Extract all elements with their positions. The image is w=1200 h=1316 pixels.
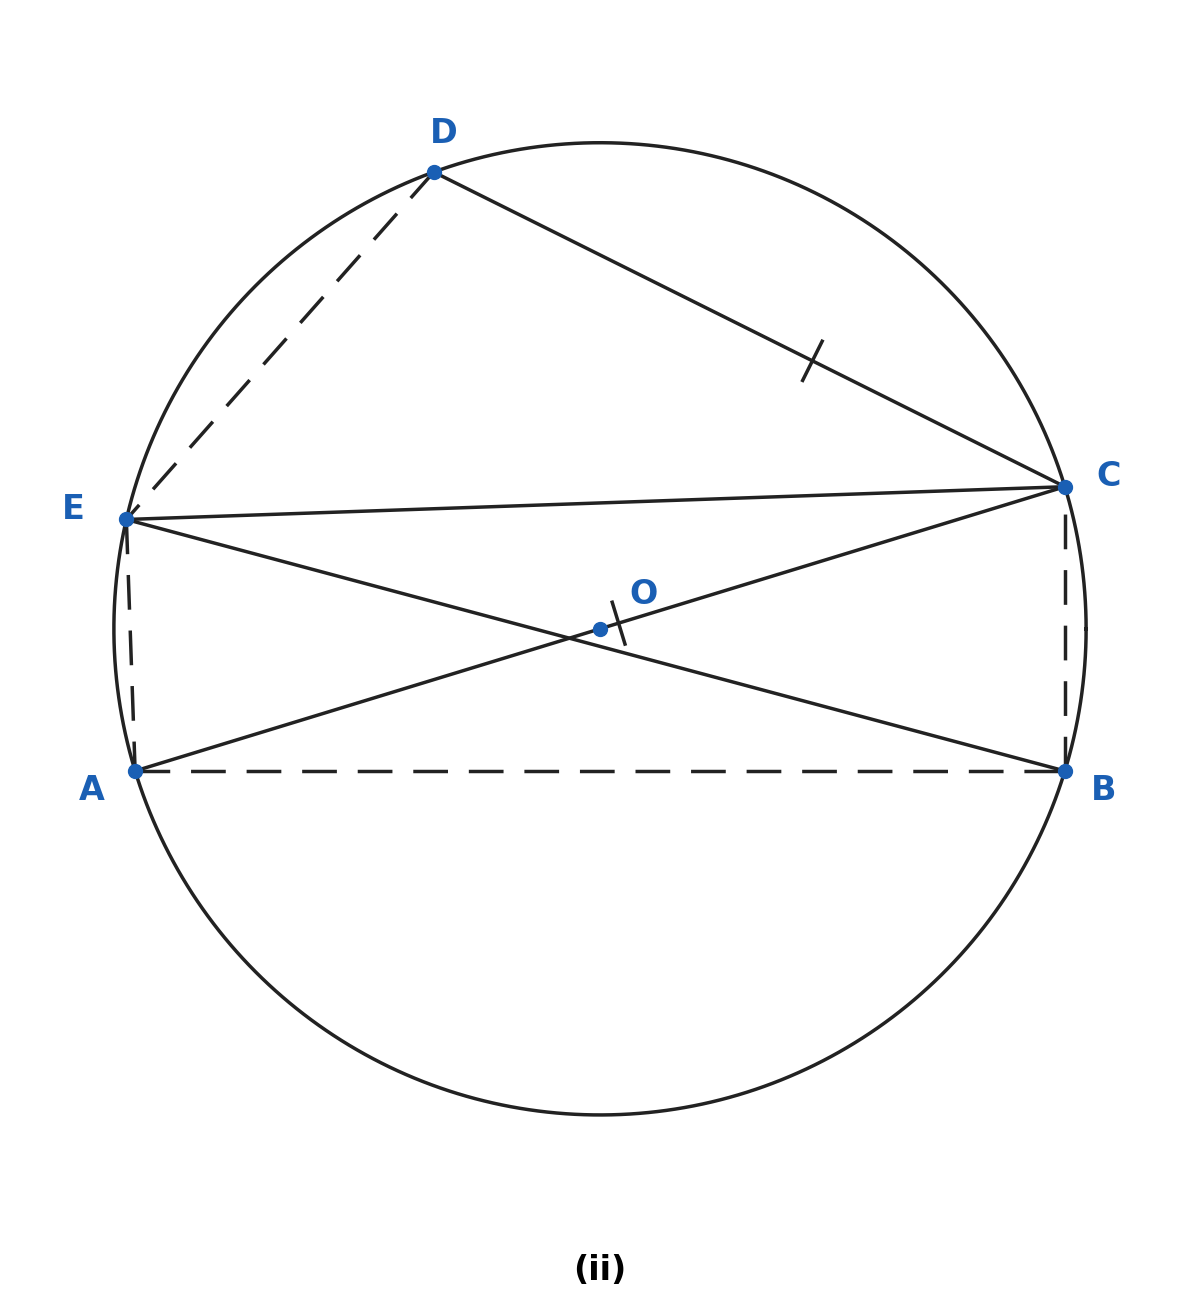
Text: A: A: [78, 774, 104, 807]
Point: [1055, 761, 1074, 782]
Point: [116, 509, 136, 530]
Point: [424, 162, 443, 183]
Text: D: D: [430, 117, 457, 150]
Text: (ii): (ii): [574, 1254, 626, 1287]
Text: B: B: [1091, 774, 1116, 807]
Text: E: E: [61, 494, 84, 526]
Point: [1055, 476, 1074, 497]
Point: [126, 761, 145, 782]
Text: O: O: [630, 578, 658, 612]
Point: [590, 619, 610, 640]
Text: C: C: [1097, 461, 1121, 494]
